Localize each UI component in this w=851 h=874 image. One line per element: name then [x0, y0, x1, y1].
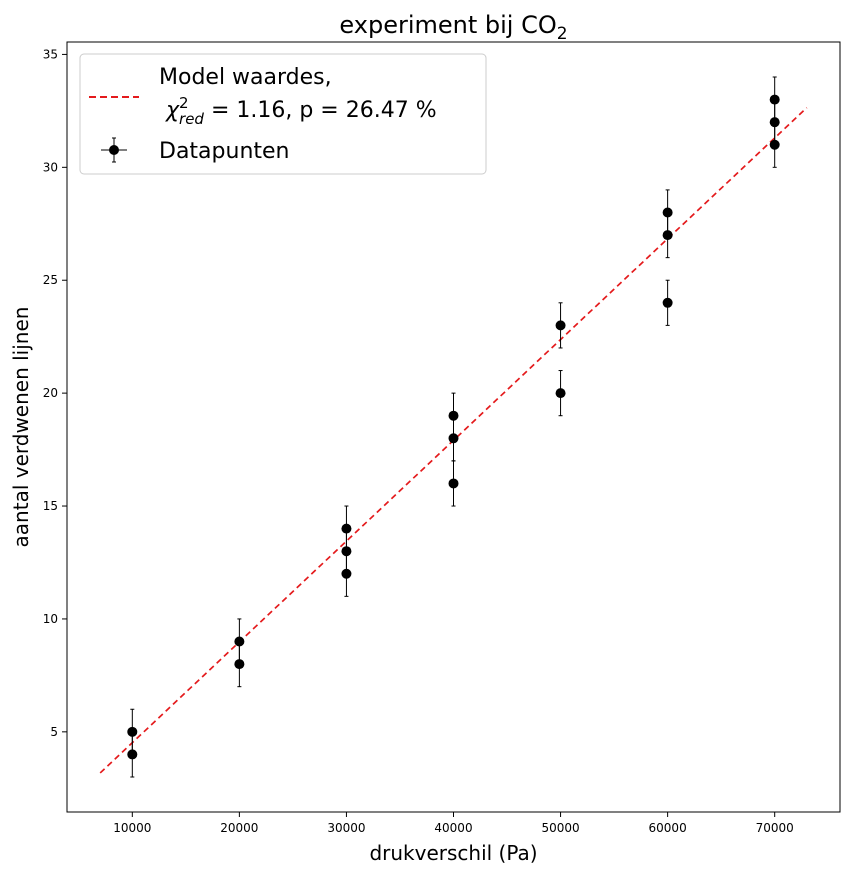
plot-area	[99, 76, 808, 778]
legend-marker	[109, 145, 119, 155]
x-tick-label: 30000	[327, 821, 365, 835]
data-point	[234, 659, 245, 670]
x-tick-label: 60000	[649, 821, 687, 835]
legend-data-label: Datapunten	[159, 139, 290, 164]
data-point	[662, 297, 673, 308]
x-tick-label: 10000	[113, 821, 151, 835]
data-point	[341, 568, 352, 579]
data-point	[555, 388, 566, 399]
y-tick-label: 10	[43, 612, 58, 626]
legend: Model waardes, χ2 red = 1.16, p = 26.47 %…	[79, 53, 487, 175]
legend-data-swatch	[101, 137, 127, 163]
x-tick-label: 20000	[220, 821, 258, 835]
data-point	[555, 320, 566, 331]
data-point	[662, 230, 673, 241]
y-tick-label: 25	[43, 273, 58, 287]
y-tick-label: 15	[43, 499, 58, 513]
y-tick-label: 35	[43, 47, 58, 61]
data-point	[448, 433, 459, 444]
y-tick-label: 20	[43, 386, 58, 400]
data-point	[769, 139, 780, 150]
x-tick-label: 40000	[434, 821, 472, 835]
legend-box	[79, 53, 487, 175]
legend-model-label: Model waardes,	[159, 65, 332, 90]
x-tick-label: 50000	[541, 821, 579, 835]
y-tick-label: 5	[50, 725, 58, 739]
data-point	[448, 478, 459, 489]
x-tick-label: 70000	[756, 821, 794, 835]
data-point	[127, 749, 138, 760]
y-axis-label: aantal verdwenen lijnen	[9, 307, 33, 548]
chart-title: experiment bij CO2	[339, 11, 567, 44]
x-axis-label: drukverschil (Pa)	[369, 841, 537, 865]
y-tick-label: 30	[43, 160, 58, 174]
legend-model-chi-label: χ2 red = 1.16, p = 26.47 %	[165, 94, 437, 128]
ticks: 10000 20000 30000 40000 50000 60000 70000 5 10 15…	[43, 47, 794, 835]
